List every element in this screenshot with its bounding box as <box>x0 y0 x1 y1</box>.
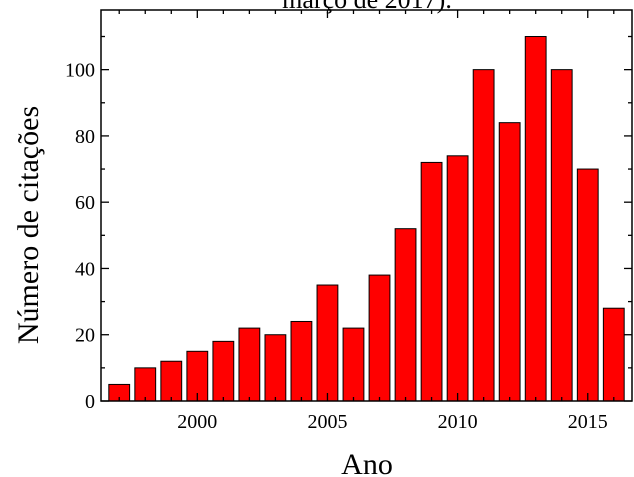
bar-2014 <box>550 69 573 402</box>
bar-2011 <box>472 69 495 402</box>
y-tick-label-60: 60 <box>75 192 95 214</box>
x-tick-label-2000: 2000 <box>177 411 217 433</box>
y-axis-label: Número de citações <box>12 106 45 344</box>
bar-2004 <box>290 320 313 402</box>
x-tick-label-2015: 2015 <box>568 411 608 433</box>
bar-1998 <box>134 367 157 402</box>
bar-2015 <box>576 168 599 402</box>
y-tick-label-100: 100 <box>65 60 95 82</box>
y-tick-label-40: 40 <box>75 258 95 280</box>
bar-2003 <box>264 334 287 402</box>
bar-1999 <box>160 360 183 402</box>
bar-2007 <box>368 274 391 402</box>
chart-title: março de 2017). <box>282 0 452 14</box>
x-tick-label-2010: 2010 <box>438 411 478 433</box>
y-tick-label-20: 20 <box>75 325 95 347</box>
y-tick-label-0: 0 <box>85 391 95 413</box>
bar-2012 <box>498 122 521 402</box>
bar-2009 <box>420 161 443 402</box>
bar-2010 <box>446 155 469 402</box>
x-axis-label: Ano <box>341 448 393 477</box>
bar-2005 <box>316 284 339 402</box>
bars-group <box>108 36 625 402</box>
bar-2006 <box>342 327 365 402</box>
plot-frame <box>100 9 633 402</box>
x-tick-label-2005: 2005 <box>307 411 347 433</box>
y-tick-label-80: 80 <box>75 126 95 148</box>
bar-2001 <box>212 340 235 402</box>
bar-2002 <box>238 327 261 402</box>
bar-2016 <box>602 307 625 402</box>
bar-2013 <box>524 36 547 402</box>
bar-2008 <box>394 228 417 402</box>
